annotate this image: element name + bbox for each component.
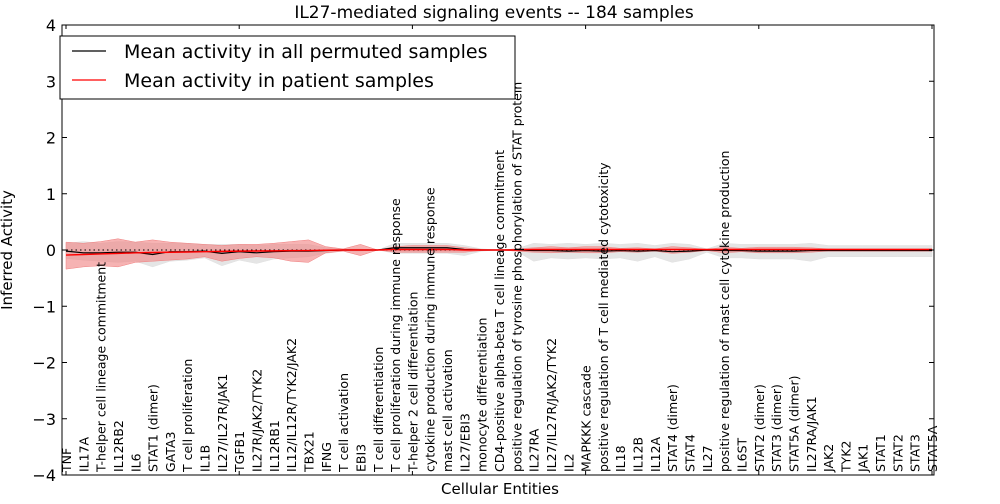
y-tick-label: 4 — [46, 16, 56, 35]
chart-title: IL27-mediated signaling events -- 184 sa… — [294, 3, 694, 23]
x-tick-label: T-helper cell lineage commitment — [94, 262, 109, 473]
x-tick-label: IL27/EBI3 — [457, 413, 472, 472]
y-tick-label: 3 — [46, 72, 56, 91]
x-tick-label: IL27RA — [527, 428, 542, 472]
x-axis-label: Cellular Entities — [441, 480, 559, 498]
x-tick-label: IL27RA/JAK1 — [804, 396, 819, 472]
y-axis-label: Inferred Activity — [0, 190, 16, 310]
y-tick-label: 0 — [46, 241, 56, 260]
x-tick-label: positive regulation of tyrosine phosphor… — [509, 82, 524, 472]
x-tick-label: mast cell activation — [440, 349, 455, 472]
x-tick-label: STAT5A (dimer) — [786, 376, 801, 472]
x-tick-labels: TNF IL17A T-helper cell lineage commitment… — [59, 25, 940, 475]
legend-label-patient: Mean activity in patient samples — [124, 70, 434, 92]
x-tick-label: positive regulation of mast cell cytokin… — [717, 151, 732, 472]
x-tick-label: IL12B — [631, 437, 646, 472]
y-tick-label: −4 — [32, 466, 56, 485]
x-tick-label: IL27/IL27R/JAK1 — [215, 374, 230, 472]
y-tick-label: 1 — [46, 185, 56, 204]
x-tick-label: T-helper 2 cell differentiation — [405, 292, 420, 473]
x-tick-label: STAT2 — [890, 434, 905, 472]
x-tick-label: STAT4 — [683, 434, 698, 472]
x-tick-label: IL27 — [700, 445, 715, 472]
y-tick-label: −1 — [32, 297, 56, 316]
x-tick-label: IL2 — [561, 453, 576, 472]
x-tick-label: TBX21 — [301, 431, 316, 473]
x-tick-label: positive regulation of T cell mediated c… — [596, 162, 611, 472]
legend-label-permuted: Mean activity in all permuted samples — [124, 41, 487, 63]
x-tick-label: IL12RB1 — [267, 420, 282, 472]
x-tick-label: STAT2 (dimer) — [752, 384, 767, 472]
x-tick-label: IL6 — [128, 453, 143, 472]
plot-frame — [61, 24, 935, 476]
x-tick-label: STAT1 (dimer) — [146, 384, 161, 472]
x-tick-label: STAT3 (dimer) — [769, 384, 784, 472]
x-tick-label: T cell activation — [336, 373, 351, 473]
x-tick-label: T cell proliferation during immune respo… — [388, 198, 403, 473]
x-tick-label: IL1B — [198, 445, 213, 472]
y-tick-label: −2 — [32, 354, 56, 373]
x-tick-label: IL12RB2 — [111, 420, 126, 472]
x-tick-label: JAK1 — [856, 444, 871, 473]
x-tick-label: JAK2 — [821, 444, 836, 473]
x-tick-label: STAT5A — [925, 425, 940, 472]
x-tick-label: TNF — [59, 448, 74, 473]
y-tick-label: −3 — [32, 410, 56, 429]
legend-box — [59, 35, 516, 100]
x-tick-label: CD4-positive alpha-beta T cell lineage c… — [492, 150, 507, 472]
x-tick-label: STAT4 (dimer) — [665, 384, 680, 472]
x-tick-label: T cell proliferation — [180, 359, 195, 473]
x-tick-label: STAT3 — [908, 434, 923, 472]
x-tick-label: T cell differentiation — [371, 347, 386, 473]
legend: Mean activity in all permuted samples Me… — [59, 35, 516, 100]
x-tick-label: GATA3 — [163, 432, 178, 472]
x-tick-label: MAPKKK cascade — [579, 365, 594, 472]
x-tick-label: IL12/IL12R/TYK2/JAK2 — [284, 338, 299, 472]
x-tick-label: IL27R/JAK2/TYK2 — [250, 369, 265, 472]
x-tick-label: TYK2 — [838, 441, 853, 473]
line-patient — [65, 248, 932, 256]
x-tick-label: IL6ST — [734, 437, 749, 472]
x-tick-label: IL17A — [76, 436, 91, 472]
y-ticks: 4 3 2 1 0 −1 −2 −3 −4 — [32, 16, 934, 485]
x-tick-label: IFNG — [319, 442, 334, 472]
y-tick-label: 2 — [46, 129, 56, 148]
x-tick-label: TGFB1 — [232, 431, 247, 473]
x-tick-label: STAT1 — [873, 434, 888, 472]
series-lines — [65, 247, 932, 256]
x-tick-label: IL12A — [648, 436, 663, 472]
x-tick-label: IL18 — [613, 445, 628, 472]
x-tick-label: cytokine production during immune respon… — [423, 187, 438, 472]
x-tick-label: EBI3 — [353, 444, 368, 472]
x-tick-label: IL27/IL27R/JAK2/TYK2 — [544, 338, 559, 472]
x-tick-label: monocyte differentiation — [475, 318, 490, 472]
